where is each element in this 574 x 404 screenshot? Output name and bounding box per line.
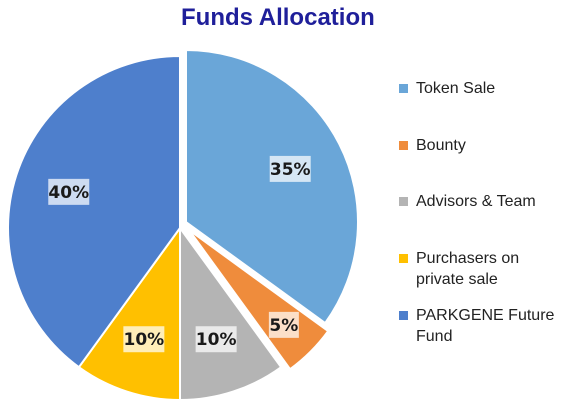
slice-label-bounty: 5% xyxy=(269,316,298,336)
chart-title: Funds Allocation xyxy=(181,4,375,31)
slice-label-bg xyxy=(268,311,299,338)
legend-swatch xyxy=(399,311,408,320)
pie-slice-parkgene-fund xyxy=(7,54,181,369)
pie-slice-token-sale xyxy=(185,48,359,325)
legend-label: Bounty xyxy=(416,137,466,154)
legend-item-token-sale: Token Sale xyxy=(399,78,495,99)
legend-swatch xyxy=(399,197,408,206)
legend-label: Purchasers on private sale xyxy=(416,250,520,288)
legend-label: PARKGENE Future Fund xyxy=(416,307,555,345)
pie-slice-purchasers xyxy=(77,224,181,402)
slice-label-advisors-team: 10% xyxy=(196,330,237,350)
slice-label-bg xyxy=(269,155,311,182)
legend-item-purchasers: Purchasers on private sale xyxy=(399,248,539,290)
legend-item-parkgene-fund: PARKGENE Future Fund xyxy=(399,305,569,347)
slice-label-bg xyxy=(123,326,165,353)
legend-swatch xyxy=(399,141,408,150)
slice-label-parkgene-fund: 40% xyxy=(48,183,89,203)
slice-label-bg xyxy=(195,326,237,353)
legend-item-advisors-team: Advisors & Team xyxy=(399,191,536,212)
legend-label: Advisors & Team xyxy=(416,193,536,210)
slice-label-token-sale: 35% xyxy=(270,160,311,180)
legend-label: Token Sale xyxy=(416,80,496,97)
legend-swatch xyxy=(399,84,408,93)
legend-swatch xyxy=(399,254,408,263)
pie-slice-advisors-team xyxy=(179,224,283,402)
slice-label-bg xyxy=(48,178,90,205)
slice-label-purchasers: 10% xyxy=(124,330,165,350)
legend-item-bounty: Bounty xyxy=(399,135,466,156)
